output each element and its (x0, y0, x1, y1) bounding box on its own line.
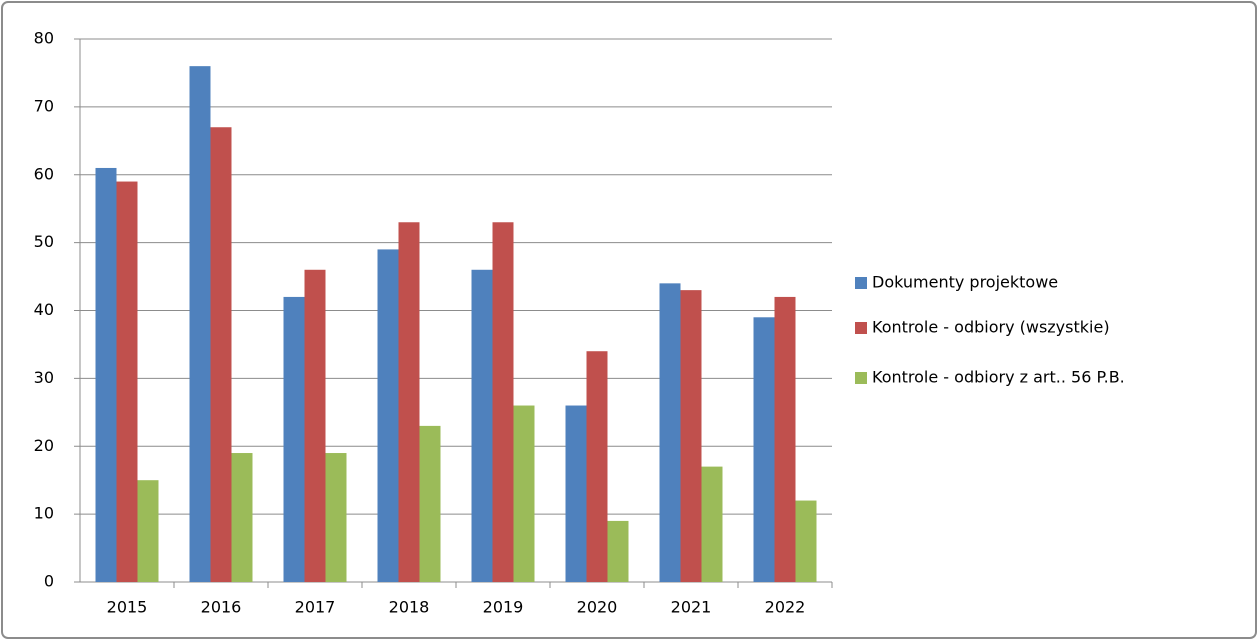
bar (586, 351, 608, 582)
bar (565, 405, 587, 582)
y-tick-label: 30 (34, 368, 54, 387)
legend-swatch (855, 372, 867, 384)
y-tick-label: 80 (34, 29, 54, 48)
legend-swatch (855, 322, 867, 334)
x-tick-label: 2022 (765, 598, 806, 617)
x-tick-label: 2015 (107, 598, 148, 617)
x-tick-label: 2020 (577, 598, 618, 617)
bar (753, 317, 775, 582)
bar (137, 480, 159, 582)
bar (471, 269, 493, 582)
x-tick-label: 2017 (295, 598, 336, 617)
bar (795, 500, 817, 582)
bar (377, 249, 399, 582)
bar (231, 453, 253, 582)
x-tick-label: 2018 (389, 598, 430, 617)
bar (419, 425, 441, 582)
bar (513, 405, 535, 582)
y-tick-label: 70 (34, 96, 54, 115)
y-tick-label: 20 (34, 436, 54, 455)
legend-swatch (855, 277, 867, 289)
bar (492, 222, 514, 582)
bar (774, 296, 796, 582)
bar (659, 283, 681, 582)
bar (116, 181, 138, 582)
bar (607, 520, 629, 582)
bar (283, 296, 305, 582)
bar (398, 222, 420, 582)
x-tick-label: 2021 (671, 598, 712, 617)
y-tick-label: 0 (44, 572, 54, 591)
y-tick-label: 50 (34, 232, 54, 251)
bar (325, 453, 347, 582)
y-tick-label: 10 (34, 504, 54, 523)
bar (210, 127, 232, 583)
bar (95, 167, 117, 582)
legend-label: Kontrole - odbiory z art.. 56 P.B. (872, 368, 1125, 387)
bar (304, 269, 326, 582)
x-tick-label: 2019 (483, 598, 524, 617)
bar (189, 66, 211, 582)
legend-label: Dokumenty projektowe (872, 273, 1058, 292)
y-tick-label: 40 (34, 300, 54, 319)
y-tick-label: 60 (34, 164, 54, 183)
bar (701, 466, 723, 582)
x-tick-label: 2016 (201, 598, 242, 617)
bar (680, 290, 702, 582)
legend-label: Kontrole - odbiory (wszystkie) (872, 318, 1110, 337)
